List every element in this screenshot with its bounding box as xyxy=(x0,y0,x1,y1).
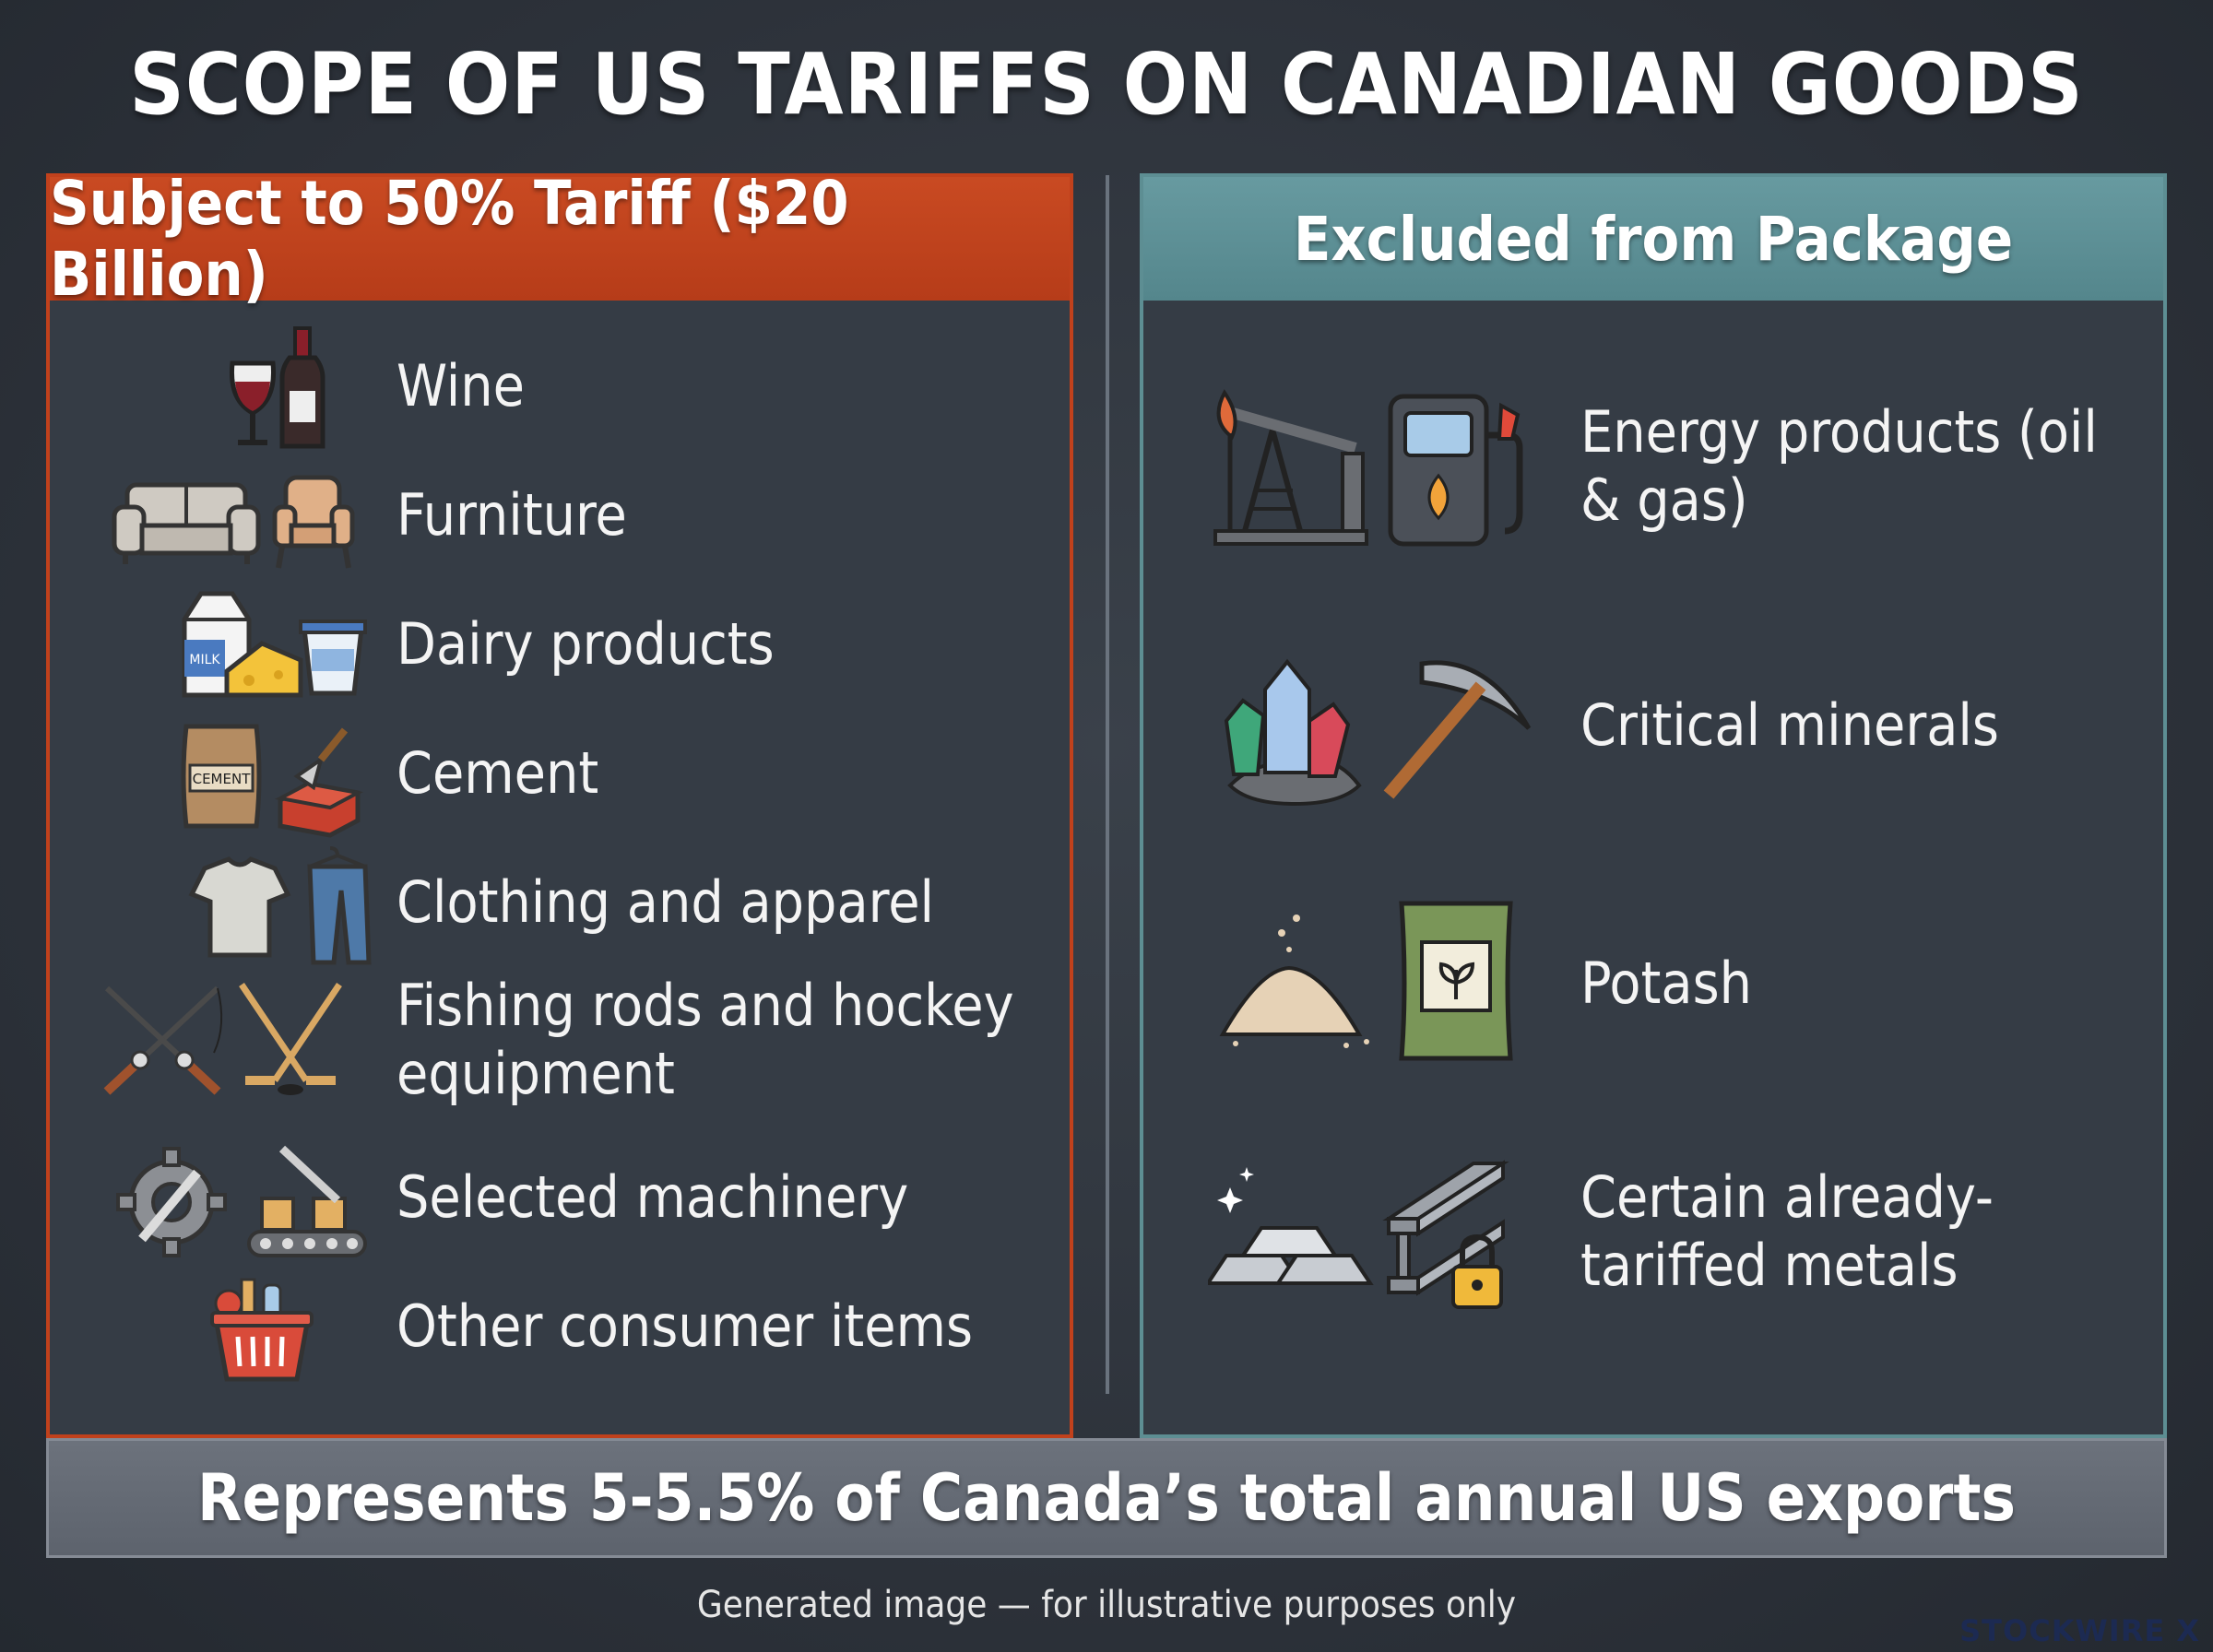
item-label-metals: Certain already-tariffed metals xyxy=(1580,1163,1994,1299)
wine-glass-icon xyxy=(229,360,277,445)
powder-pile-icon xyxy=(1219,914,1369,1048)
steel-beam-lock-icon xyxy=(1382,1160,1509,1309)
item-label-clothing: Clothing and apparel xyxy=(396,868,935,936)
oil-pump-jack-icon xyxy=(1213,389,1368,546)
shopping-basket-icon xyxy=(210,1278,314,1382)
sofa-icon xyxy=(112,482,261,564)
item-label-energy: Energy products (oil & gas) xyxy=(1580,398,2098,534)
wine-bottle-icon xyxy=(279,326,325,449)
armchair-icon xyxy=(272,475,355,569)
item-label-furniture: Furniture xyxy=(396,481,627,549)
item-label-fishing-hockey: Fishing rods and hockey equipment xyxy=(396,972,1014,1107)
page-title: SCOPE OF US TARIFFS ON CANADIAN GOODS xyxy=(129,35,2084,134)
item-label-wine: Wine xyxy=(396,352,525,419)
minerals-icons xyxy=(1208,638,1540,813)
item-label-machinery: Selected machinery xyxy=(396,1163,909,1231)
tariffed-goods-panel: Subject to 50% Tariff ($20 Billion) Wine xyxy=(46,168,1073,1438)
svg-text:MILK: MILK xyxy=(189,653,220,667)
gear-wrench-icon xyxy=(116,1147,227,1257)
item-label-potash: Potash xyxy=(1580,950,1752,1017)
summary-banner: Represents 5-5.5% of Canada’s total annu… xyxy=(46,1438,2167,1558)
yogurt-cup-icon xyxy=(299,620,367,696)
excluded-goods-panel: Excluded from Package xyxy=(1140,173,2167,1438)
furniture-icons xyxy=(101,454,378,583)
metal-ingots-icon xyxy=(1208,1167,1374,1285)
item-label-cement: Cement xyxy=(396,739,599,807)
trowel-brick-icon xyxy=(275,727,363,838)
fishing-hockey-icons xyxy=(94,972,371,1101)
panel-divider xyxy=(1106,175,1109,1394)
hockey-sticks-icon xyxy=(239,983,342,1095)
fishing-rods-icon xyxy=(103,985,223,1095)
pickaxe-icon xyxy=(1383,660,1532,799)
item-label-dairy: Dairy products xyxy=(396,610,775,678)
jeans-icon xyxy=(307,846,372,965)
excluded-panel-header: Excluded from Package xyxy=(1143,177,2163,301)
tariffed-panel-header: Subject to 50% Tariff ($20 Billion) xyxy=(50,168,1070,310)
item-label-consumer: Other consumer items xyxy=(396,1292,974,1360)
cement-bag-text: CEMENT xyxy=(193,771,252,787)
metals-icons xyxy=(1208,1154,1540,1329)
crystals-icon xyxy=(1224,658,1362,807)
potash-icons xyxy=(1208,896,1540,1071)
cement-bag-icon: CEMENT xyxy=(181,724,262,829)
item-label-minerals: Critical minerals xyxy=(1580,691,1999,759)
machinery-icons xyxy=(101,1136,378,1265)
conveyor-icon xyxy=(247,1145,367,1257)
watermark-logo: STOCKWIRE X xyxy=(1959,1613,2200,1648)
disclaimer-note: Generated image — for illustrative purpo… xyxy=(696,1584,1517,1626)
energy-icons xyxy=(1208,380,1540,555)
fertilizer-bag-icon xyxy=(1399,901,1513,1061)
wine-icons xyxy=(101,324,378,454)
fuel-pump-icon xyxy=(1388,394,1523,547)
dairy-icons: MILK xyxy=(101,583,378,712)
consumer-icons xyxy=(101,1265,378,1394)
cheese-icon xyxy=(224,641,303,698)
clothing-icons xyxy=(101,841,378,970)
cement-icons: CEMENT xyxy=(101,712,378,841)
tshirt-icon xyxy=(188,856,291,958)
